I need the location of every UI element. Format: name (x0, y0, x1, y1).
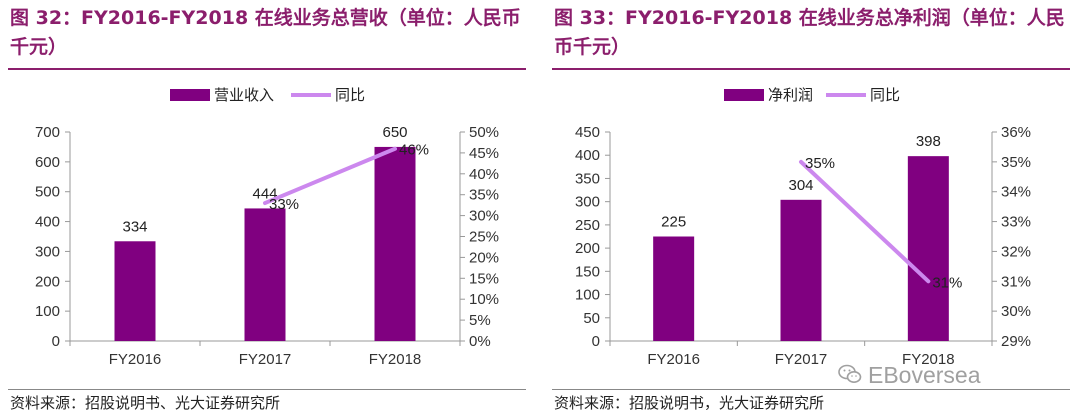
legend-bar-swatch (170, 89, 210, 101)
x-tick-label: FY2018 (369, 351, 422, 368)
right-tick-label: 36% (1001, 124, 1031, 141)
revenue-chart: 营业收入 同比 0 100 200 300 400 500 600 700 0% 5% 10% 15% 20… (35, 87, 499, 368)
profit-figure-panel: 图 33：FY2016-FY2018 在线业务总净利润（单位：人民币千元） 净利… (552, 0, 1077, 417)
bar-value-label: 304 (788, 177, 813, 194)
bar (780, 199, 822, 341)
x-tick-label: FY2017 (775, 351, 828, 368)
right-tick-label: 31% (1001, 273, 1031, 290)
source-divider (8, 389, 526, 390)
right-tick-label: 10% (469, 291, 499, 308)
right-tick-label: 25% (469, 229, 499, 246)
source-note: 资料来源：招股说明书，光大证券研究所 (554, 394, 825, 412)
figure-title: 图 33：FY2016-FY2018 在线业务总净利润（单位：人民币千元） (554, 7, 1065, 58)
title-divider (552, 68, 1070, 70)
growth-line-segment (263, 146, 397, 206)
bar-value-label: 398 (916, 133, 941, 150)
net-profit-chart: 净利润 同比 0 50 100 150 200 250 300 350 400 450 29% 30% 31… (575, 87, 1031, 368)
figure-title: 图 32：FY2016-FY2018 在线业务总营收（单位：人民币千元） (10, 7, 521, 58)
bar (374, 146, 416, 341)
growth-line-segment (799, 159, 931, 284)
x-tick-label: FY2016 (109, 351, 162, 368)
revenue-figure-panel: 图 32：FY2016-FY2018 在线业务总营收（单位：人民币千元） 营业收… (8, 0, 533, 417)
legend-bar-label: 净利润 (768, 87, 813, 104)
right-tick-label: 45% (469, 145, 499, 162)
left-tick-label: 100 (575, 287, 600, 304)
left-tick-label: 350 (575, 170, 600, 187)
left-tick-label: 300 (575, 194, 600, 211)
right-tick-label: 34% (1001, 184, 1031, 201)
left-tick-label: 50 (583, 310, 600, 327)
left-tick-label: 250 (575, 217, 600, 234)
growth-value-label: 31% (932, 274, 962, 291)
growth-value-label: 46% (399, 142, 429, 159)
left-tick-label: 0 (52, 333, 60, 350)
bar (244, 208, 286, 341)
left-tick-label: 400 (35, 214, 60, 231)
right-tick-label: 35% (469, 187, 499, 204)
left-tick-label: 700 (35, 124, 60, 141)
right-tick-label: 40% (469, 166, 499, 183)
right-tick-label: 32% (1001, 243, 1031, 260)
source-divider (552, 389, 1070, 390)
left-tick-label: 300 (35, 243, 60, 260)
bar-value-label: 444 (252, 185, 277, 202)
left-tick-label: 150 (575, 263, 600, 280)
bar (653, 236, 695, 341)
x-tick-label: FY2017 (239, 351, 292, 368)
wechat-icon (838, 364, 862, 383)
growth-value-label: 35% (805, 155, 835, 172)
left-tick-label: 400 (575, 147, 600, 164)
legend-line-label: 同比 (335, 87, 365, 104)
title-divider (8, 68, 526, 70)
legend-bar-swatch (724, 89, 764, 101)
watermark-text: EBoversea (868, 362, 981, 388)
left-tick-label: 200 (575, 240, 600, 257)
right-tick-label: 30% (1001, 303, 1031, 320)
left-tick-label: 100 (35, 303, 60, 320)
x-tick-label: FY2018 (902, 351, 955, 368)
right-tick-label: 50% (469, 124, 499, 141)
source-note: 资料来源：招股说明书、光大证券研究所 (10, 394, 281, 412)
x-tick-label: FY2016 (647, 351, 700, 368)
right-tick-label: 15% (469, 270, 499, 287)
legend-bar-label: 营业收入 (214, 87, 274, 104)
right-tick-label: 30% (469, 208, 499, 225)
right-tick-label: 33% (1001, 214, 1031, 231)
bar (907, 156, 949, 341)
growth-value-label: 33% (269, 196, 299, 213)
bar-value-label: 334 (122, 218, 147, 235)
left-tick-label: 450 (575, 124, 600, 141)
right-tick-label: 35% (1001, 154, 1031, 171)
left-tick-label: 600 (35, 154, 60, 171)
bar-value-label: 225 (661, 214, 686, 231)
right-tick-label: 29% (1001, 333, 1031, 350)
bar (114, 241, 156, 341)
right-tick-label: 5% (469, 312, 491, 329)
left-tick-label: 500 (35, 184, 60, 201)
bar-value-label: 650 (382, 124, 407, 141)
right-tick-label: 0% (469, 333, 491, 350)
right-tick-label: 20% (469, 249, 499, 266)
legend-line-label: 同比 (870, 87, 900, 104)
left-tick-label: 0 (592, 333, 600, 350)
left-tick-label: 200 (35, 273, 60, 290)
